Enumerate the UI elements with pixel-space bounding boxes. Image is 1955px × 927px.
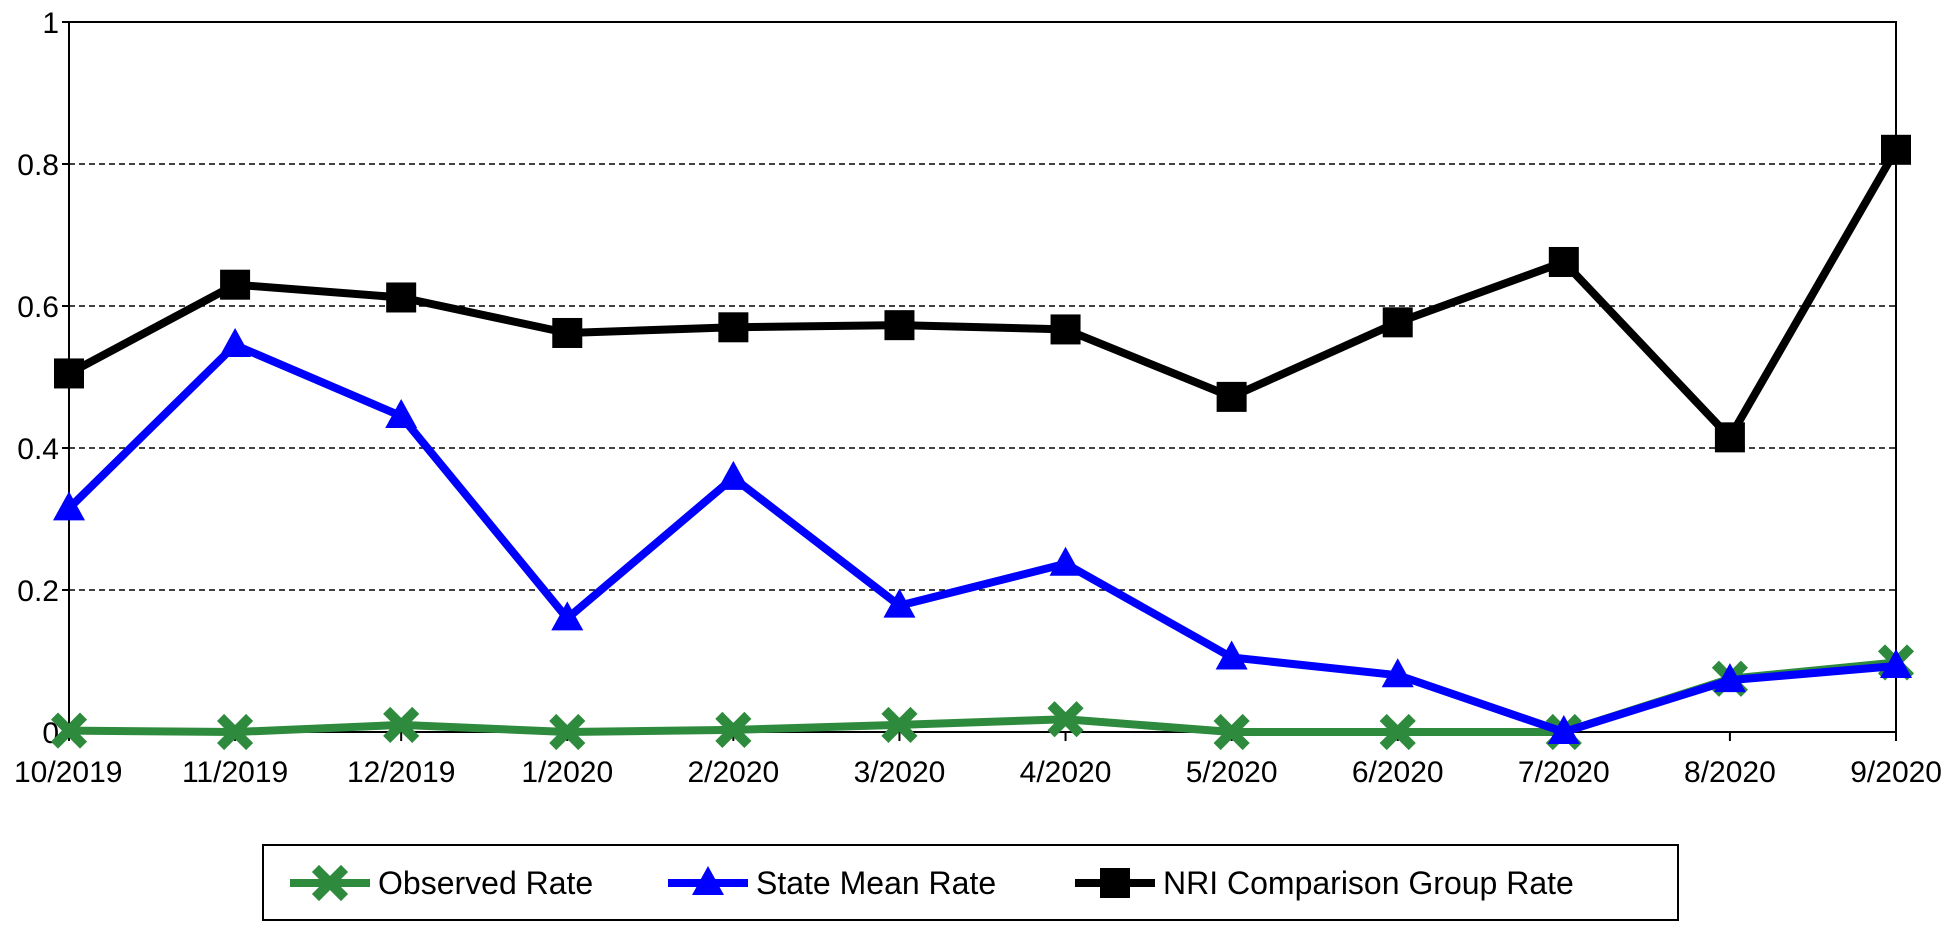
series-1 xyxy=(53,328,1912,744)
series-line xyxy=(68,658,1897,736)
x-axis: 10/2019 11/2019 12/2019 1/2020 2/2020 3/2020 4… xyxy=(14,732,1942,789)
x-tick-label: 5/2020 xyxy=(1186,756,1278,789)
y-tick-label: 0.2 xyxy=(17,575,59,608)
square-marker xyxy=(1216,381,1247,412)
y-tick-label: 1 xyxy=(42,7,59,40)
y-tick-label: 0.4 xyxy=(17,433,59,466)
square-marker xyxy=(1881,134,1911,165)
legend-item: State Mean Rate xyxy=(668,865,996,901)
gridlines xyxy=(69,163,1896,591)
legend-label: State Mean Rate xyxy=(756,865,996,901)
plot-area xyxy=(68,21,1897,733)
x-tick-label: 11/2019 xyxy=(182,756,288,789)
square-marker xyxy=(718,312,749,343)
triangle-marker xyxy=(1880,648,1912,678)
x-marker xyxy=(383,706,420,743)
x-tick-label: 4/2020 xyxy=(1020,756,1112,789)
x-marker xyxy=(1213,713,1250,751)
legend-square-marker xyxy=(1100,868,1130,898)
y-tick-label: 0.8 xyxy=(17,149,59,182)
triangle-marker xyxy=(1713,663,1746,693)
x-tick-label: 6/2020 xyxy=(1352,756,1444,789)
x-tick-label: 2/2020 xyxy=(687,756,779,789)
square-marker xyxy=(1050,314,1081,345)
y-tick-label: 0.6 xyxy=(17,291,59,324)
x-marker xyxy=(881,706,918,743)
legend-box xyxy=(262,844,1679,921)
series-2 xyxy=(54,134,1911,453)
legend-triangle-marker xyxy=(692,866,724,895)
triangle-marker xyxy=(551,601,584,631)
triangle-marker xyxy=(219,328,252,358)
triangle-marker xyxy=(385,399,418,429)
x-tick-label: 7/2020 xyxy=(1518,756,1610,789)
legend-item: NRI Comparison Group Rate xyxy=(1075,865,1574,901)
x-marker xyxy=(1379,713,1416,751)
series-group xyxy=(50,134,1915,751)
x-marker xyxy=(1047,701,1084,738)
x-marker xyxy=(715,711,752,748)
series-line xyxy=(66,341,1897,736)
triangle-marker xyxy=(1547,715,1580,744)
square-marker xyxy=(552,317,583,348)
series-0 xyxy=(50,644,1915,751)
legend-x-marker xyxy=(311,864,349,902)
legend-label: Observed Rate xyxy=(378,865,593,901)
x-tick-label: 8/2020 xyxy=(1684,756,1776,789)
y-axis: 00.20.40.60.81 xyxy=(17,7,69,750)
x-marker xyxy=(549,713,586,751)
triangle-marker xyxy=(1215,640,1248,670)
x-tick-label: 9/2020 xyxy=(1850,756,1942,789)
square-marker xyxy=(884,310,915,341)
square-marker xyxy=(54,358,84,389)
x-tick-label: 10/2019 xyxy=(14,756,122,789)
legend-label: NRI Comparison Group Rate xyxy=(1163,865,1574,901)
x-marker xyxy=(217,713,254,751)
triangle-marker xyxy=(1049,546,1082,576)
square-marker xyxy=(1714,422,1745,453)
legend-item: Observed Rate xyxy=(290,864,593,902)
triangle-marker xyxy=(1381,658,1414,688)
triangle-marker xyxy=(53,491,85,521)
legend: Observed Rate State Mean Rate NRI Comparis… xyxy=(262,844,1679,921)
square-marker xyxy=(386,282,417,313)
x-marker xyxy=(50,712,88,749)
triangle-marker xyxy=(717,460,750,490)
x-tick-label: 12/2019 xyxy=(347,756,455,789)
square-marker xyxy=(1382,307,1413,338)
x-tick-label: 1/2020 xyxy=(521,756,613,789)
square-marker xyxy=(220,269,251,300)
square-marker xyxy=(1548,246,1579,277)
x-tick-label: 3/2020 xyxy=(854,756,946,789)
series-line xyxy=(67,147,1900,442)
triangle-marker xyxy=(883,588,916,618)
